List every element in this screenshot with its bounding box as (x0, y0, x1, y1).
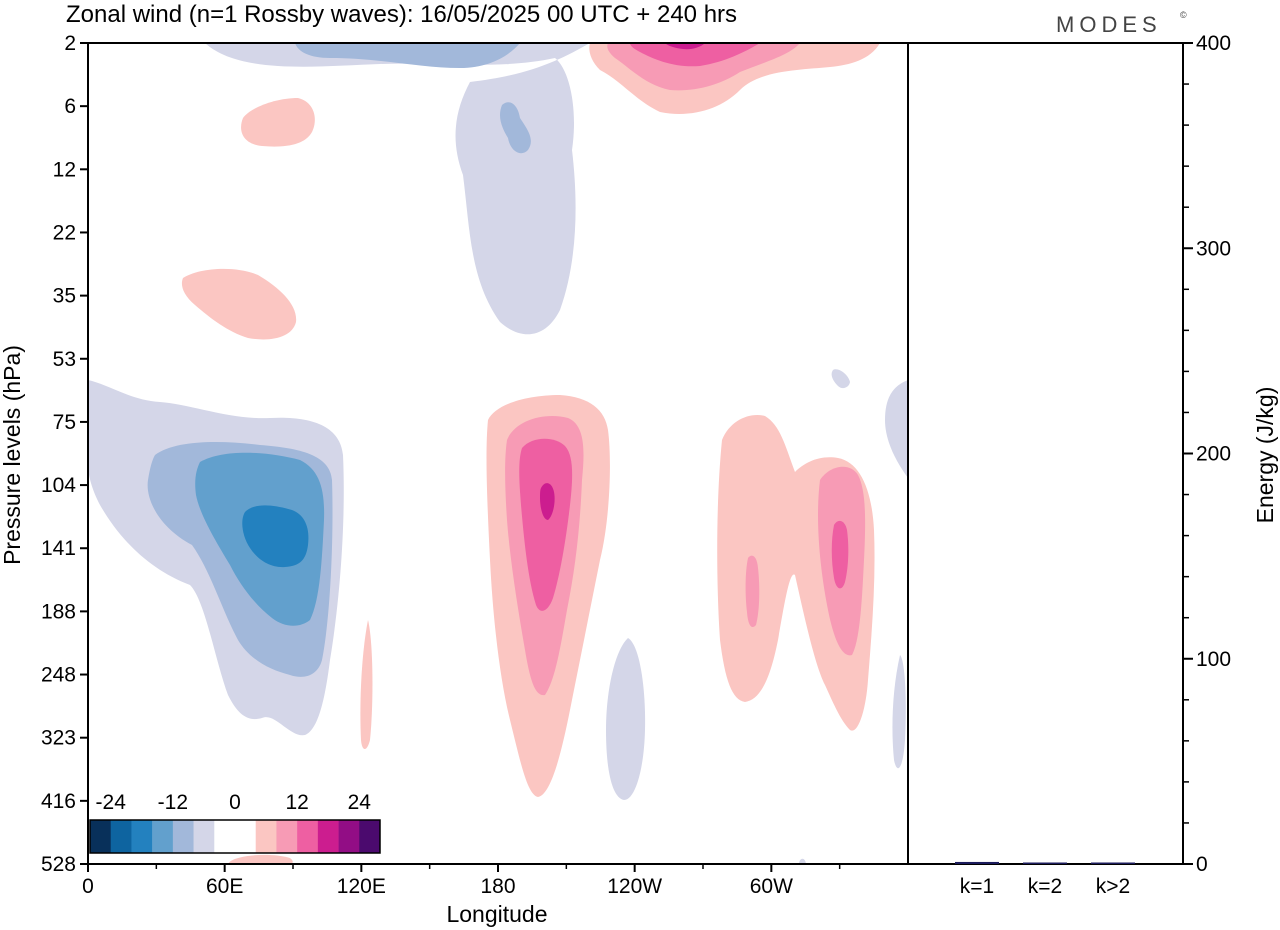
colorbar-swatch (214, 820, 236, 853)
copyright-mark: © (1180, 10, 1187, 20)
x-tick-label: 60W (750, 875, 793, 898)
contour-pos-6 (745, 555, 760, 628)
zonal-wind-panel: 2 6 12 22 35 53 75 104 141 188 248 323 416 528 0 60E 12… (0, 32, 909, 927)
energy-tick-label: 300 (1196, 237, 1231, 260)
energy-panel: k=1 k=2 k>2 0 100 200 300 400 Energy (J/kg) (907, 32, 1278, 898)
colorbar-swatch (276, 820, 298, 853)
contour-field (88, 43, 908, 864)
y-tick-label: 75 (53, 411, 76, 434)
contour-pos-9 (519, 438, 573, 611)
energy-plot-frame (907, 42, 1184, 865)
contour-neg-3 (892, 655, 906, 769)
modes-logo: MODES (1056, 12, 1162, 37)
y-tick-label: 12 (53, 158, 76, 181)
longitude-axis: 0 60E 120E 180 120W 60W (82, 864, 841, 898)
contour-neg-12 (242, 505, 309, 568)
contour-pos-3 (241, 98, 315, 147)
colorbar-label: -12 (158, 791, 188, 814)
y-tick-label: 22 (53, 221, 76, 244)
colorbar-swatch (359, 820, 381, 853)
x-tick-label: 120W (607, 875, 662, 898)
energy-axis-label: Energy (J/kg) (1252, 387, 1278, 524)
y-tick-label: 53 (53, 348, 76, 371)
y-tick-label: 248 (41, 664, 76, 687)
colorbar-label: 0 (229, 791, 241, 814)
x-tick-label: 60E (206, 875, 243, 898)
y-axis-label: Pressure levels (hPa) (0, 345, 25, 565)
y-tick-label: 6 (64, 95, 76, 118)
colorbar-swatch (297, 820, 319, 853)
x-tick-label: 0 (82, 875, 94, 898)
chart-title: Zonal wind (n=1 Rossby waves): 16/05/202… (66, 1, 737, 28)
contour-pos-3 (181, 268, 297, 340)
contour-neg-3 (885, 380, 908, 478)
colorbar-label: -24 (96, 791, 127, 814)
colorbar-label: 24 (348, 791, 372, 814)
contour-pos-3 (360, 620, 373, 749)
energy-tick-label: 100 (1196, 648, 1231, 671)
energy-category-label: k=2 (1028, 875, 1062, 898)
energy-bar (1091, 862, 1135, 864)
energy-tick-label: 200 (1196, 443, 1231, 466)
colorbar-swatch (235, 820, 257, 853)
colorbar-swatch (172, 820, 194, 853)
pressure-axis: 2 6 12 22 35 53 75 104 141 188 248 323 416 528 (41, 32, 88, 876)
y-tick-label: 35 (53, 285, 76, 308)
y-tick-label: 188 (41, 600, 76, 623)
x-tick-label: 120E (337, 875, 386, 898)
colorbar-frame (89, 819, 381, 854)
energy-category-label: k>2 (1096, 875, 1130, 898)
energy-bar (955, 861, 999, 864)
contour-neg-3 (205, 43, 590, 335)
colorbar-swatch (152, 820, 174, 853)
colorbar-swatch (317, 820, 339, 853)
contour-pos-9 (630, 43, 760, 67)
contour-neg-6 (500, 102, 531, 154)
contour-pos-12 (540, 483, 555, 520)
colorbar-swatch (338, 820, 360, 853)
contour-neg-3 (606, 638, 646, 800)
colorbar: -24 -12 0 12 24 (89, 791, 381, 854)
contour-neg-3 (831, 369, 850, 389)
energy-tick-label: 0 (1196, 853, 1208, 876)
y-tick-label: 2 (64, 32, 76, 55)
contour-pos-9 (831, 520, 849, 589)
x-axis-label: Longitude (446, 901, 547, 927)
energy-tick-label: 400 (1196, 32, 1231, 55)
y-tick-label: 416 (41, 790, 76, 813)
contour-pos-12 (665, 43, 705, 50)
colorbar-swatch (255, 820, 277, 853)
energy-category-label: k=1 (960, 875, 994, 898)
y-tick-label: 104 (41, 474, 76, 497)
y-tick-label: 323 (41, 727, 76, 750)
y-tick-label: 528 (41, 853, 76, 876)
contour-neg-6 (295, 43, 520, 68)
colorbar-swatch (90, 820, 112, 853)
y-tick-label: 141 (41, 537, 76, 560)
contour-pos-3 (228, 854, 293, 864)
energy-axis: 0 100 200 300 400 (1183, 32, 1231, 876)
colorbar-label: 12 (285, 791, 308, 814)
contour-neg-3 (799, 858, 806, 864)
colorbar-swatch (110, 820, 132, 853)
x-tick-label: 180 (480, 875, 515, 898)
colorbar-swatch (131, 820, 153, 853)
colorbar-swatch (193, 820, 215, 853)
energy-bars: k=1 k=2 k>2 (955, 861, 1135, 898)
energy-bar (1023, 862, 1067, 864)
